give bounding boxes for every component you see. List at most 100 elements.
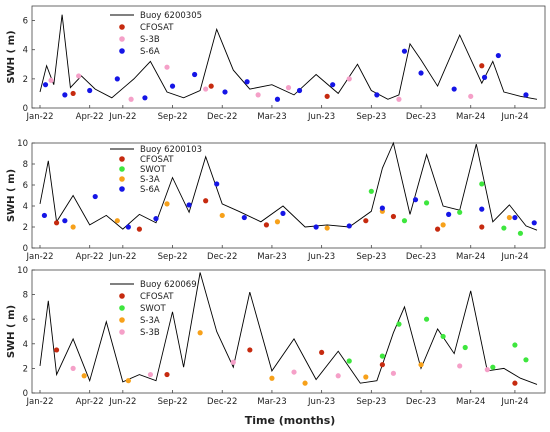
x-tick-label: Apr-22 <box>76 252 104 262</box>
s-6a-point <box>330 82 336 88</box>
x-tick-label: Mar-23 <box>257 112 286 122</box>
x-tick-label: Mar-24 <box>456 252 485 262</box>
cfosat-point <box>379 362 385 368</box>
x-tick-label: Jan-22 <box>26 252 54 262</box>
x-tick-label: Jun-24 <box>500 397 528 407</box>
s-6a-point <box>41 212 48 219</box>
cfosat-point <box>70 90 76 97</box>
cfosat-point <box>53 220 60 226</box>
s-3b-point <box>230 359 236 365</box>
s-3a-point <box>324 225 330 231</box>
s-3b-point <box>390 370 397 376</box>
s-6a-point <box>374 92 380 98</box>
swot-point <box>423 316 430 322</box>
swot-point <box>501 225 507 231</box>
s-6a-point <box>451 86 457 92</box>
cfosat-point <box>53 347 60 353</box>
s-3a-point <box>219 212 225 219</box>
x-tick-label: Dec-22 <box>207 397 237 407</box>
y-tick-label: 10 <box>17 266 28 276</box>
x-tick-label: Apr-22 <box>76 397 104 407</box>
legend-label: CFOSAT <box>140 292 174 302</box>
s-6a-point <box>192 71 198 78</box>
y-tick-label: 2 <box>23 364 28 374</box>
cfosat-point <box>319 349 325 356</box>
s-6a-point <box>401 48 408 54</box>
legend-label: S-3A <box>140 316 160 326</box>
x-tick-label: Jun-22 <box>108 112 136 122</box>
s-6a-point <box>241 214 247 221</box>
s-3b-point <box>147 371 154 378</box>
s-3a-point <box>302 380 308 386</box>
s-6a-point <box>346 223 352 229</box>
swot-point <box>379 353 385 359</box>
x-tick-label: Mar-23 <box>257 397 286 407</box>
y-tick-label: 2 <box>23 75 28 85</box>
s-6a-point <box>296 87 303 94</box>
s-6a-point <box>244 79 250 85</box>
cfosat-point <box>512 380 518 386</box>
s-3b-point <box>468 93 474 99</box>
cfosat-point <box>363 218 369 224</box>
y-tick-label: 10 <box>17 139 28 149</box>
s-3b-point <box>76 73 82 79</box>
s-6a-point <box>495 52 501 59</box>
swot-point <box>368 188 374 194</box>
panel-buoy-6200103: 0 2 4 6 8 10 Jan-22 Apr-22 Jun-22 Sep-22 Dec-22 Mar… <box>6 139 546 262</box>
s-6a-point <box>280 210 286 216</box>
legend-label: Buoy 6200103 <box>140 145 202 155</box>
s-3a-point <box>274 219 281 225</box>
s-6a-point <box>62 92 68 98</box>
swot-point <box>479 181 485 187</box>
y-tick-label: 2 <box>23 223 28 233</box>
s-3a-point <box>197 330 203 336</box>
swot-point <box>401 218 408 224</box>
swot-point <box>457 209 463 215</box>
s-6a-point <box>214 181 220 187</box>
y-tick-label: 6 <box>23 181 28 191</box>
x-axis-title: Time (months) <box>245 414 336 427</box>
x-tick-label: Mar-23 <box>257 252 286 262</box>
s-3a-point <box>70 224 76 230</box>
s-3a-point <box>114 218 120 224</box>
s-6a-point <box>418 70 424 76</box>
s-3a-point <box>418 362 424 368</box>
s-6a-point <box>169 83 176 89</box>
cfosat-point <box>164 371 170 378</box>
cfosat-point <box>136 226 142 232</box>
s-3b-point <box>396 96 402 102</box>
s-6a-point <box>222 89 228 95</box>
x-tick-label: Jun-24 <box>500 112 528 122</box>
s-6a-point <box>62 218 68 224</box>
cfosat-point <box>247 347 253 353</box>
s-6a-point <box>125 224 131 230</box>
legend-dot-swatch <box>119 293 125 299</box>
s-3a-point <box>164 201 170 207</box>
y-tick-label: 6 <box>23 315 28 325</box>
legend-label: SWOT <box>140 304 166 314</box>
legend-dot-swatch <box>119 166 125 172</box>
s-6a-point <box>523 92 529 98</box>
legend-label: S-3B <box>140 35 160 45</box>
x-tick-label: Sep-22 <box>158 397 188 407</box>
s-6a-point <box>512 214 518 221</box>
legend-label: Buoy 620069 <box>140 280 197 290</box>
x-tick-label: Sep-23 <box>356 252 386 262</box>
s-3b-point <box>457 363 463 369</box>
legend-label: S-3A <box>140 175 160 185</box>
x-tick-label: Dec-23 <box>406 397 436 407</box>
s-6a-point <box>531 220 537 226</box>
x-tick-label: Jun-23 <box>307 112 335 122</box>
s-6a-point <box>114 76 120 82</box>
x-tick-label: Jun-22 <box>108 252 136 262</box>
legend-dot-swatch <box>119 24 125 30</box>
swot-point <box>440 333 446 340</box>
legend-dot-swatch <box>119 186 125 192</box>
swot-point <box>423 200 430 206</box>
legend-dot-swatch <box>119 156 125 162</box>
y-tick-label: 8 <box>23 291 28 301</box>
y-axis-title: SWH ( m) <box>6 305 17 358</box>
swot-point <box>512 342 518 348</box>
s-3b-point <box>346 76 352 82</box>
